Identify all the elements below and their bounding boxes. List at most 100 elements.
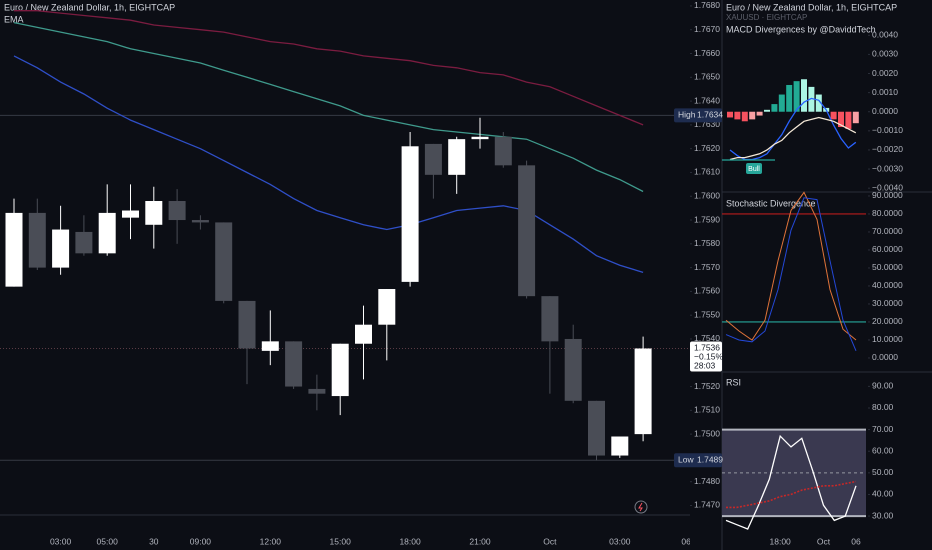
high-badge (674, 108, 722, 123)
y-tick-label: 0.0040 (872, 30, 898, 40)
candle-body (494, 136, 512, 166)
y-tick-label: 1.7520 (694, 381, 720, 391)
low-badge (674, 453, 722, 468)
y-tick-label: 1.7640 (694, 95, 720, 105)
y-tick-label: 80.0000 (872, 208, 903, 218)
y-tick-label: 1.7480 (694, 476, 720, 486)
candle-body (611, 436, 629, 456)
candle-body (5, 212, 23, 287)
pane-title: MACD Divergences by @DaviddTech (726, 24, 876, 34)
alert-icon-bolt (638, 502, 643, 512)
stoch-line (725, 191, 857, 341)
y-tick-label: 30.0000 (872, 298, 903, 308)
y-tick-label: 1.7540 (694, 333, 720, 343)
y-tick-label: 1.7590 (694, 214, 720, 224)
y-tick-label: 1.7660 (694, 48, 720, 58)
candle-body (424, 143, 442, 175)
y-tick-label: 40.0000 (872, 280, 903, 290)
overlay-symbol: XAUUSD · EIGHTCAP (726, 13, 807, 22)
y-tick-label: 0.0030 (872, 49, 898, 59)
candle-body (122, 210, 139, 218)
histogram-bar (838, 111, 844, 128)
y-tick-label: 0.0000 (872, 106, 898, 116)
x-tick-label: 30 (149, 536, 159, 546)
candle-body (378, 289, 396, 325)
x-tick-label: 06:0 (681, 536, 698, 546)
y-tick-label: 10.0000 (872, 334, 903, 344)
divergence-badge (746, 163, 762, 174)
y-tick-label: 1.7470 (694, 500, 720, 510)
candle-body (52, 229, 70, 268)
y-tick-label: −0.0030 (872, 163, 903, 173)
x-tick-label: Oct (817, 536, 831, 546)
histogram-bar (793, 81, 800, 112)
histogram-bar (749, 111, 756, 120)
y-tick-label: 0.0000 (872, 352, 898, 362)
y-tick-label: 1.7630 (694, 119, 720, 129)
high-label: High (678, 110, 696, 120)
rsi-line (726, 480, 857, 509)
last-price-badge (690, 341, 722, 372)
candle-body (28, 212, 46, 268)
high-value: 1.7634 (697, 110, 723, 120)
x-tick-label: 15:00 (330, 536, 352, 546)
histogram-bar (764, 109, 770, 112)
x-tick-label: 03:00 (609, 536, 631, 546)
y-tick-label: 90.00 (872, 381, 894, 391)
y-tick-label: 50.0000 (872, 262, 903, 272)
y-tick-label: 70.0000 (872, 226, 903, 236)
macd-line (729, 116, 857, 161)
y-tick-label: 1.7620 (694, 143, 720, 153)
indicator-name: EMA (4, 14, 24, 24)
countdown: 28:03 (694, 361, 716, 371)
x-tick-label: 12:00 (260, 536, 282, 546)
y-tick-label: 90.0000 (872, 190, 903, 200)
y-tick-label: 40.00 (872, 489, 894, 499)
ema-line (13, 21, 644, 193)
histogram-bar (741, 111, 748, 122)
alert-icon[interactable] (634, 500, 648, 514)
low-label: Low (678, 455, 694, 465)
y-tick-label: 60.0000 (872, 244, 903, 254)
x-tick-label: 18:00 (399, 536, 421, 546)
y-tick-label: 70.00 (872, 424, 894, 434)
candle-body (331, 343, 349, 397)
x-tick-label: 09:00 (190, 536, 212, 546)
ema-line (14, 10, 644, 126)
y-tick-label: 60.00 (872, 445, 894, 455)
y-tick-label: 50.00 (872, 467, 894, 477)
candle-body (261, 341, 279, 351)
y-tick-label: 1.7500 (694, 428, 720, 438)
pane-title: Stochastic Divergence (726, 198, 816, 208)
histogram-bar (808, 86, 815, 112)
candle-body (145, 201, 163, 225)
rsi-line (725, 434, 857, 530)
histogram-bar (771, 104, 778, 112)
low-value: 1.7489 (697, 455, 723, 465)
y-tick-label: 1.7680 (694, 0, 720, 10)
histogram-bar (815, 94, 822, 112)
candle-body (518, 165, 536, 297)
candle-body (98, 212, 116, 254)
divergence-label: Bull (748, 166, 760, 173)
y-tick-label: 0.0020 (872, 68, 898, 78)
candle-body (285, 341, 303, 387)
y-tick-label: 1.7600 (694, 190, 720, 200)
candle-body (634, 348, 652, 435)
histogram-bar (845, 111, 852, 129)
pane-title: RSI (726, 377, 741, 387)
pane-title: Euro / New Zealand Dollar, 1h, EIGHTCAP (726, 2, 897, 12)
chart-title: Euro / New Zealand Dollar, 1h, EIGHTCAP (4, 2, 175, 12)
y-tick-label: 20.0000 (872, 316, 903, 326)
x-tick-label: 05:00 (97, 536, 119, 546)
candle-body (401, 146, 419, 282)
candle-body (238, 300, 256, 349)
stoch-line (725, 197, 857, 351)
y-tick-label: 1.7510 (694, 405, 720, 415)
y-tick-label: −0.0020 (872, 144, 903, 154)
candle-body (75, 231, 93, 254)
candle-body (448, 139, 466, 175)
y-tick-label: 0.0010 (872, 87, 898, 97)
y-tick-label: 1.7610 (694, 167, 720, 177)
